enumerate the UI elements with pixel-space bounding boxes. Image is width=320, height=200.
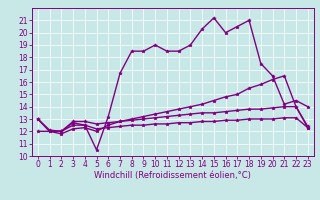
X-axis label: Windchill (Refroidissement éolien,°C): Windchill (Refroidissement éolien,°C)	[94, 171, 251, 180]
